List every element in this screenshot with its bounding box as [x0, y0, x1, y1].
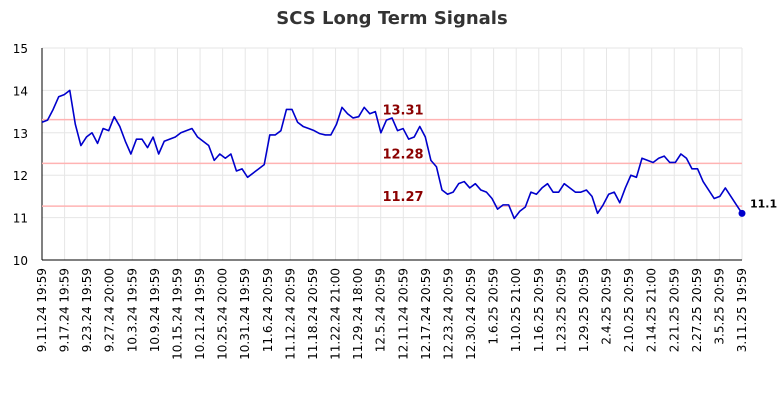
x-tick-label: 11.22.24 21:00: [329, 268, 343, 360]
x-tick-label: 1.23.25 20:59: [554, 268, 568, 352]
x-tick-label: 2.10.25 20:59: [622, 268, 636, 352]
x-tick-label: 2.21.25 20:59: [667, 268, 681, 352]
x-tick-label: 10.3.24 19:59: [125, 268, 139, 352]
x-tick-label: 11.18.24 20:59: [306, 268, 320, 360]
x-tick-label: 10.25.24 20:00: [216, 268, 230, 360]
y-tick-label: 14: [13, 84, 28, 98]
x-tick-label: 1.16.25 20:59: [532, 268, 546, 352]
x-tick-label: 9.27.24 20:00: [103, 268, 117, 352]
series-line: [41, 89, 743, 220]
y-tick-label: 11: [13, 212, 28, 226]
x-tick-label: 1.10.25 21:00: [509, 268, 523, 352]
x-tick-label: 3.11.25 19:59: [735, 268, 749, 352]
y-tick-label: 15: [13, 42, 28, 56]
x-tick-label: 2.14.25 21:00: [645, 268, 659, 352]
x-tick-label: 2.27.25 20:59: [690, 268, 704, 352]
reference-line-label: 12.28: [382, 147, 423, 162]
reference-line-label: 13.31: [382, 104, 423, 119]
x-tick-label: 11.29.24 18:00: [351, 268, 365, 360]
x-tick-label: 12.5.24 20:59: [374, 268, 388, 352]
last-point-marker: [738, 209, 746, 217]
x-tick-label: 12.17.24 20:59: [419, 268, 433, 360]
x-tick-label: 9.11.24 19:59: [35, 268, 49, 352]
chart-title: SCS Long Term Signals: [276, 8, 508, 29]
y-tick-label: 10: [13, 254, 28, 268]
x-tick-label: 1.29.25 20:59: [577, 268, 591, 352]
x-tick-label: 10.15.24 19:59: [170, 268, 184, 360]
y-tick-label: 13: [13, 127, 28, 141]
x-tick-label: 10.21.24 19:59: [193, 268, 207, 360]
x-tick-label: 12.11.24 20:59: [396, 268, 410, 360]
x-tick-label: 12.30.24 20:59: [464, 268, 478, 360]
x-tick-label: 11.12.24 20:59: [283, 268, 297, 360]
x-tick-label: 2.4.25 20:59: [600, 268, 614, 345]
reference-line-label: 11.27: [382, 190, 423, 205]
x-tick-label: 9.23.24 19:59: [80, 268, 94, 352]
x-tick-label: 1.6.25 20:59: [487, 268, 501, 345]
x-tick-label: 9.17.24 19:59: [58, 268, 72, 352]
x-tick-label: 3.5.25 20:59: [712, 268, 726, 345]
x-tick-label: 10.9.24 19:59: [148, 268, 162, 352]
x-tick-label: 12.23.24 20:59: [441, 268, 455, 360]
last-value-label: 11.1: [750, 197, 777, 210]
x-tick-label: 10.31.24 19:59: [238, 268, 252, 360]
y-tick-label: 12: [13, 169, 28, 183]
x-tick-label: 11.6.24 20:59: [261, 268, 275, 352]
